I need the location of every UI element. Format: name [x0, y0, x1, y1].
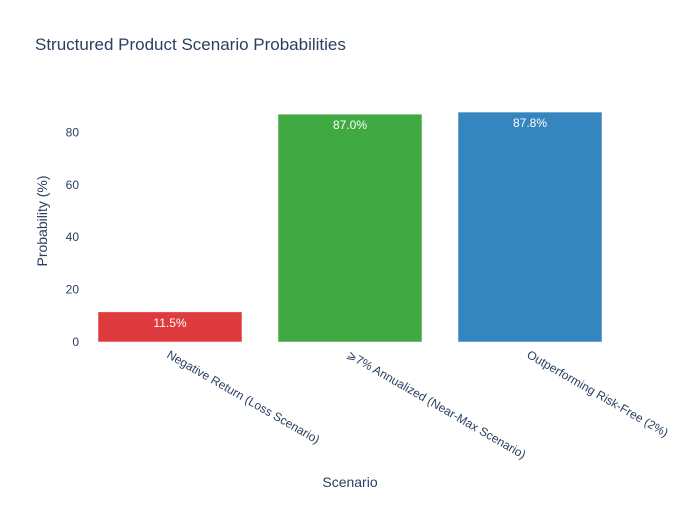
y-tick-label: 80: [66, 125, 80, 139]
x-tick-label: Outperforming Risk-Free (2%): [525, 347, 671, 439]
y-tick-label: 60: [66, 178, 80, 192]
bar: [97, 311, 243, 343]
x-tick-label: Negative Return (Loss Scenario): [165, 347, 323, 446]
bar: [277, 113, 423, 343]
x-tick-label: ⩾7% Annualized (Near-Max Scenario): [345, 347, 529, 461]
data-labels-group: 11.5% 87.0% 87.8%: [153, 116, 547, 330]
y-tick-label: 0: [72, 335, 79, 349]
x-axis: Negative Return (Loss Scenario) ⩾7% Annua…: [165, 347, 671, 461]
y-tick-label: 20: [66, 283, 80, 297]
bar-data-label: 87.0%: [333, 118, 367, 132]
y-axis-title: Probability (%): [34, 175, 50, 266]
bars-group: [97, 111, 603, 343]
chart-title: Structured Product Scenario Probabilitie…: [35, 35, 346, 54]
bar: [457, 111, 603, 343]
bar-data-label: 11.5%: [153, 316, 186, 330]
x-axis-title: Scenario: [322, 474, 377, 490]
y-axis: 0 20 40 60 80: [66, 125, 80, 349]
y-tick-label: 40: [66, 230, 80, 244]
bar-data-label: 87.8%: [513, 116, 547, 130]
